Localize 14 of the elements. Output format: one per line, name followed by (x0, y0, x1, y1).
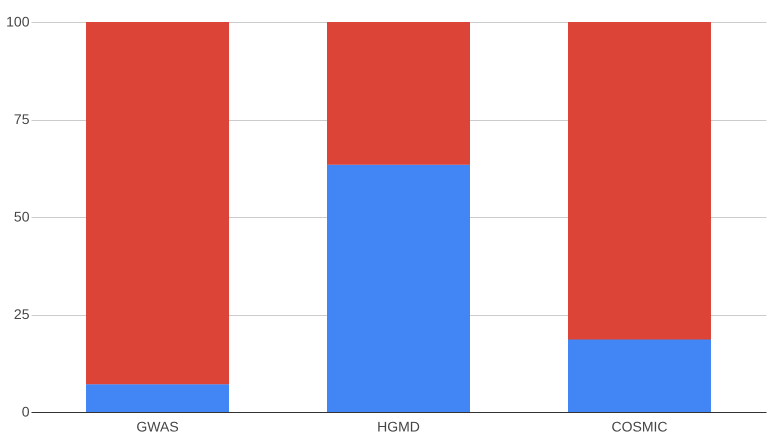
bar (86, 384, 230, 412)
y-tick-label: 50 (14, 208, 30, 224)
y-tick-label: 100 (6, 14, 30, 30)
y-tick-label: 75 (14, 111, 30, 127)
y-tick-label: 25 (14, 306, 30, 322)
bar (327, 22, 470, 165)
bar (568, 339, 711, 412)
bar (327, 164, 470, 412)
x-tick-label: COSMIC (611, 418, 668, 434)
bar (86, 22, 230, 384)
bar (568, 22, 711, 340)
x-tick-label: HGMD (377, 418, 420, 434)
y-tick-label: 0 (22, 404, 30, 420)
x-tick-label: GWAS (136, 418, 179, 434)
